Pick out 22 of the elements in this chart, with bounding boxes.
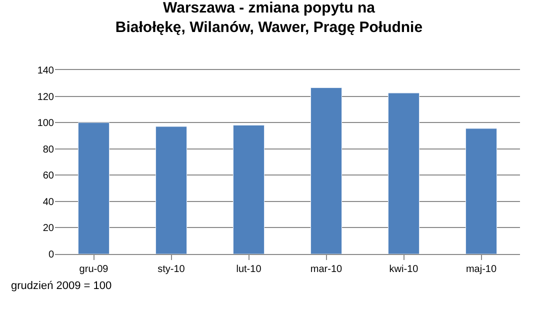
x-tick-label: gru-09 <box>79 264 109 275</box>
y-tick-label: 120 <box>37 92 54 103</box>
x-tick-label: mar-10 <box>310 264 343 275</box>
y-tick-label: 140 <box>37 66 54 76</box>
x-tick-label: maj-10 <box>466 264 497 275</box>
chart-title: Warszawa - zmiana popytu na Białołękę, Wilanów, Wawer, Pragę Południe <box>115 0 423 36</box>
bar <box>388 92 420 254</box>
y-tick-label: 40 <box>42 196 54 208</box>
y-tick-label: 80 <box>42 144 54 156</box>
bar <box>78 122 110 254</box>
y-tick-label: 60 <box>42 170 54 182</box>
y-tick-label: 20 <box>42 223 54 234</box>
x-tick-label: lut-10 <box>236 264 262 275</box>
x-tick-label: kwi-10 <box>389 264 419 275</box>
bar <box>466 128 497 254</box>
bar <box>310 87 342 254</box>
y-tick-label: 100 <box>37 118 54 130</box>
bar <box>233 124 264 254</box>
text: grudzień 2009 = 100 <box>11 280 112 292</box>
x-tick-label: sty-10 <box>158 264 186 275</box>
y-tick-label: 0 <box>48 250 54 260</box>
bar <box>156 126 187 254</box>
